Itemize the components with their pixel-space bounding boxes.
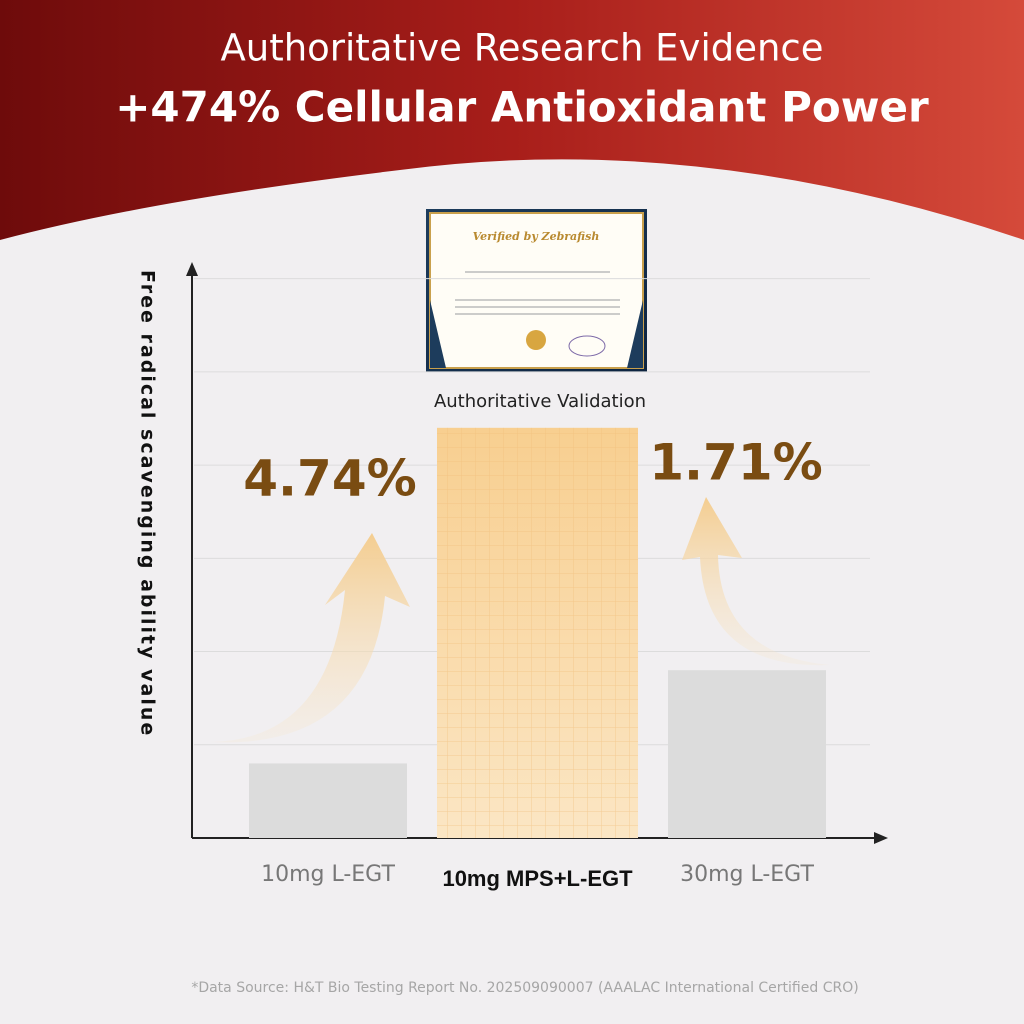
y-axis-arrow: [186, 262, 198, 276]
certificate: Verified by Zebrafish: [426, 209, 647, 372]
certificate-caption: Authoritative Validation: [434, 391, 646, 412]
bar: [249, 763, 407, 838]
annotation: 4.74%: [243, 450, 416, 508]
annotation: 1.71%: [649, 434, 822, 492]
title: Authoritative Research Evidence: [220, 27, 823, 70]
x-tick-label: 30mg L-EGT: [680, 862, 814, 887]
subtitle: +474% Cellular Antioxidant Power: [115, 83, 929, 132]
certificate-title: Verified by Zebrafish: [473, 230, 600, 243]
y-axis-label: Free radical scavenging ability value: [137, 270, 159, 737]
bars: [249, 427, 826, 838]
x-tick-label: 10mg L-EGT: [261, 862, 395, 887]
x-axis-arrow: [874, 832, 888, 844]
bar: [668, 670, 826, 838]
x-tick-label: 10mg MPS+L-EGT: [442, 866, 633, 891]
growth-arrow: [682, 497, 830, 666]
header-background: [0, 0, 1024, 240]
growth-arrow: [210, 533, 410, 743]
category-labels: 10mg L-EGT 10mg MPS+L-EGT 30mg L-EGT: [261, 862, 814, 891]
footnote: *Data Source: H&T Bio Testing Report No.…: [191, 980, 858, 996]
bar-texture: [437, 427, 638, 838]
